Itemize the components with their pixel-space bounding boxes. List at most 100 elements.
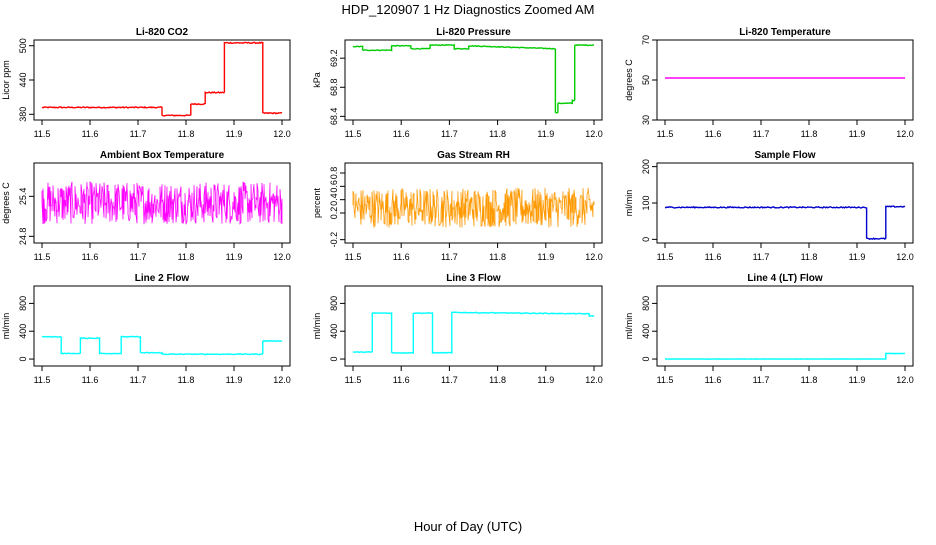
panel-4: Ambient Box Temperature degrees C 11.5 11.6… xyxy=(1,150,291,262)
x-tick-label: 11.8 xyxy=(801,252,818,262)
y-tick-label: 0 xyxy=(18,357,28,362)
x-tick-label: 11.9 xyxy=(226,375,243,385)
x-tick-label: 11.6 xyxy=(705,252,722,262)
x-tick-label: 11.6 xyxy=(705,129,722,139)
panel-7: Line 2 Flow ml/min 11.5 11.6 11.7 11.8 11.9 12.… xyxy=(1,273,291,385)
y-tick-label: 400 xyxy=(18,324,28,339)
y-axis-label: degrees C xyxy=(1,182,11,224)
plot-frame xyxy=(344,39,603,121)
y-tick-label: 440 xyxy=(18,72,28,87)
y-tick-label: 100 xyxy=(641,195,651,210)
x-tick-label: 11.8 xyxy=(801,129,818,139)
x-tick-label: 11.7 xyxy=(753,129,770,139)
plot-frame xyxy=(33,162,291,244)
x-tick-label: 11.8 xyxy=(489,375,506,385)
x-tick-label: 11.9 xyxy=(226,129,243,139)
y-tick-label: 70 xyxy=(641,35,651,45)
data-line xyxy=(664,352,906,360)
y-axis-label: percent xyxy=(312,187,322,218)
panel-title: Li-820 Pressure xyxy=(436,27,511,38)
panel-title: Line 4 (LT) Flow xyxy=(747,273,823,284)
y-tick-label: 0 xyxy=(641,357,651,362)
panel-2: Li-820 Pressure kPa 11.5 11.6 11.7 11.8 11.9 12… xyxy=(312,27,603,139)
panel-3: Li-820 Temperature degrees C 11.5 11.6 11.7 1… xyxy=(624,27,914,139)
y-tick-label: 400 xyxy=(329,324,339,339)
y-tick-label: 800 xyxy=(641,296,651,311)
x-tick-label: 12.0 xyxy=(896,375,914,385)
panel-title: Line 2 Flow xyxy=(135,273,190,284)
x-tick-label: 11.6 xyxy=(82,252,99,262)
data-line xyxy=(352,43,595,114)
y-tick-label: 800 xyxy=(18,296,28,311)
y-tick-label: 68.8 xyxy=(329,79,339,97)
y-tick-label: 400 xyxy=(641,324,651,339)
x-tick-label: 11.7 xyxy=(753,252,770,262)
x-tick-label: 11.8 xyxy=(489,252,506,262)
y-tick-label: 200 xyxy=(641,159,651,174)
x-tick-label: 11.6 xyxy=(82,129,99,139)
panel-title: Gas Stream RH xyxy=(437,150,510,161)
x-tick-label: 11.7 xyxy=(441,129,458,139)
plot-frame xyxy=(656,39,914,121)
x-tick-label: 11.9 xyxy=(849,375,866,385)
x-tick-label: 11.5 xyxy=(345,129,362,139)
data-line xyxy=(41,335,283,356)
x-tick-label: 11.6 xyxy=(393,129,410,139)
y-tick-label: 0 xyxy=(329,357,339,362)
x-tick-label: 11.9 xyxy=(849,129,866,139)
x-tick-label: 11.5 xyxy=(34,252,51,262)
y-tick-label: 500 xyxy=(18,38,28,53)
x-tick-label: 12.0 xyxy=(585,252,603,262)
y-tick-label: 0.2 xyxy=(329,207,339,220)
y-axis-label: degrees C xyxy=(624,59,634,101)
x-tick-label: 11.8 xyxy=(801,375,818,385)
y-tick-label: 68.4 xyxy=(329,108,339,126)
x-tick-label: 11.7 xyxy=(130,375,147,385)
panel-6: Sample Flow ml/min 11.5 11.6 11.7 11.8 11.9 12.… xyxy=(624,150,914,262)
x-tick-label: 11.5 xyxy=(657,129,674,139)
x-tick-label: 11.5 xyxy=(34,129,51,139)
x-tick-label: 11.9 xyxy=(537,375,554,385)
plot-frame xyxy=(344,285,603,367)
x-tick-label: 11.7 xyxy=(753,375,770,385)
data-line xyxy=(41,181,283,225)
x-tick-label: 11.7 xyxy=(441,252,458,262)
panel-1: Li-820 CO2 Licor ppm 11.5 11.6 11.7 11.8 11.9 1… xyxy=(1,27,291,139)
data-line xyxy=(352,311,595,355)
panels: Li-820 CO2 Licor ppm 11.5 11.6 11.7 11.8 11.9 1… xyxy=(1,27,914,385)
data-line xyxy=(352,187,595,228)
panel-title: Sample Flow xyxy=(754,150,815,161)
data-line xyxy=(664,205,906,240)
x-tick-label: 12.0 xyxy=(896,129,914,139)
plot-frame xyxy=(656,285,914,367)
plot-frame xyxy=(344,162,603,244)
panel-title: Ambient Box Temperature xyxy=(100,150,225,161)
y-axis-label: ml/min xyxy=(624,190,634,217)
x-tick-label: 11.9 xyxy=(537,252,554,262)
y-tick-label: 0.6 xyxy=(329,180,339,193)
figure-title: HDP_120907 1 Hz Diagnostics Zoomed AM xyxy=(342,2,595,17)
y-tick-label: 0.8 xyxy=(329,167,339,180)
x-tick-label: 11.5 xyxy=(657,252,674,262)
panel-title: Li-820 CO2 xyxy=(136,27,189,38)
x-tick-label: 12.0 xyxy=(585,375,603,385)
x-tick-label: 11.5 xyxy=(657,375,674,385)
y-tick-label: 0.4 xyxy=(329,193,339,206)
x-tick-label: 11.6 xyxy=(82,375,99,385)
y-tick-label: 0 xyxy=(641,237,651,242)
x-tick-label: 11.9 xyxy=(537,129,554,139)
x-tick-label: 11.8 xyxy=(178,375,195,385)
x-tick-label: 12.0 xyxy=(585,129,603,139)
data-line xyxy=(41,41,283,117)
panel-9: Line 4 (LT) Flow ml/min 11.5 11.6 11.7 11.8 11… xyxy=(624,273,914,385)
panel-8: Line 3 Flow ml/min 11.5 11.6 11.7 11.8 11.9 12.… xyxy=(312,273,603,385)
x-tick-label: 11.9 xyxy=(226,252,243,262)
panel-title: Line 3 Flow xyxy=(446,273,501,284)
plot-frame xyxy=(656,162,914,244)
x-tick-label: 11.8 xyxy=(178,252,195,262)
y-tick-label: 800 xyxy=(329,296,339,311)
panel-title: Li-820 Temperature xyxy=(739,27,831,38)
x-tick-label: 11.9 xyxy=(849,252,866,262)
